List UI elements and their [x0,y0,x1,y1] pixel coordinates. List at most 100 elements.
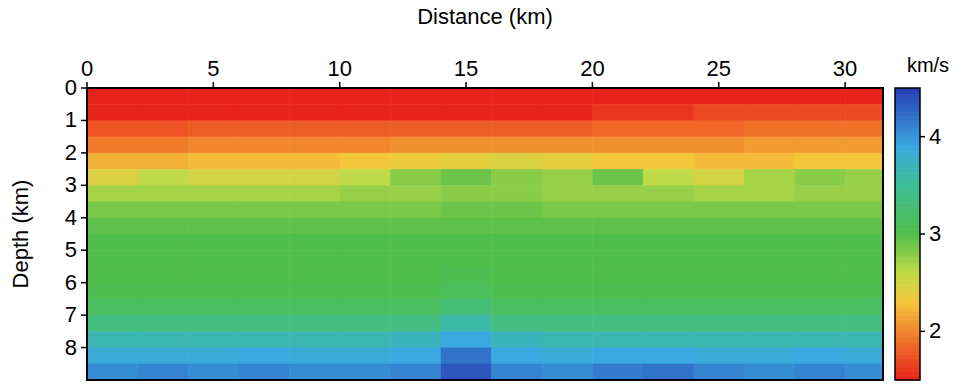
cell [188,364,239,380]
cell [239,120,290,137]
cell [289,234,340,251]
x-tick [339,82,341,88]
cell [289,250,340,267]
cell [239,153,290,170]
cell [845,88,883,105]
cell [138,266,189,283]
colorbar-tick-label: 2 [929,318,941,343]
cell [87,153,138,170]
cell [87,331,138,348]
cell [542,218,593,235]
cell [491,185,542,202]
cell [289,137,340,154]
cell [643,299,694,316]
cell [592,331,643,348]
y-tick [81,282,87,284]
y-tick-label: 0 [65,75,77,100]
cell [693,137,744,154]
cell [542,153,593,170]
cell [592,202,643,219]
y-tick-label: 2 [65,140,77,165]
cell [795,218,846,235]
cell [542,185,593,202]
cell [340,153,391,170]
cell [643,202,694,219]
cell [592,283,643,300]
cell [592,153,643,170]
cell [643,104,694,121]
cell [441,348,492,365]
cell [693,266,744,283]
cell [188,348,239,365]
cell [188,153,239,170]
cell [188,315,239,332]
cell [239,137,290,154]
cell [138,250,189,267]
cell [289,169,340,186]
cell [390,153,441,170]
cell [542,250,593,267]
y-tick-label: 7 [65,302,77,327]
cell [592,120,643,137]
cell [845,315,883,332]
colorbar [895,88,920,381]
x-tick [592,82,594,88]
cell [592,234,643,251]
cell [592,266,643,283]
cell [441,331,492,348]
cell [340,234,391,251]
cell [744,218,795,235]
cell [390,364,441,380]
cell [795,364,846,380]
cell [643,283,694,300]
cell [744,234,795,251]
cell [693,250,744,267]
cell [441,266,492,283]
cell [188,185,239,202]
cell [239,364,290,380]
cell [845,120,883,137]
y-tick [81,314,87,316]
cell [845,137,883,154]
cell [491,348,542,365]
cell [390,137,441,154]
cell [693,202,744,219]
cell [87,120,138,137]
cell [592,185,643,202]
cell [289,283,340,300]
cell [390,331,441,348]
x-tick-label: 5 [207,56,219,81]
cell [188,250,239,267]
cell [289,331,340,348]
colorbar-tick [920,136,925,138]
cell [693,331,744,348]
cell [87,364,138,380]
cell [340,315,391,332]
colorbar-frame [895,88,920,380]
cell [542,169,593,186]
cell [390,283,441,300]
cell [138,120,189,137]
cell [289,364,340,380]
cell [340,120,391,137]
cell [744,250,795,267]
plot-frame [87,88,883,380]
cell [87,234,138,251]
cell [795,299,846,316]
cell [239,299,290,316]
cell [643,250,694,267]
cell [542,315,593,332]
x-axis-title: Distance (km) [417,4,553,29]
cell [643,169,694,186]
x-tick-label: 20 [580,56,604,81]
cell [289,153,340,170]
x-tick [213,82,215,88]
cell [795,202,846,219]
y-tick [81,217,87,219]
y-tick [81,347,87,349]
cell [795,283,846,300]
cell [441,202,492,219]
cell [340,88,391,105]
colorbar-label: km/s [907,54,949,76]
cell [289,266,340,283]
